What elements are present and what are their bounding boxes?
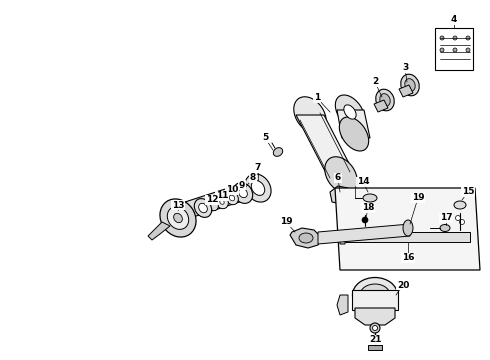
Ellipse shape <box>466 36 470 40</box>
Ellipse shape <box>233 183 253 203</box>
Polygon shape <box>355 308 395 325</box>
Ellipse shape <box>208 199 219 211</box>
Ellipse shape <box>440 36 444 40</box>
Ellipse shape <box>173 213 182 223</box>
Text: 1: 1 <box>314 94 320 103</box>
Ellipse shape <box>460 220 465 225</box>
Ellipse shape <box>294 97 326 133</box>
Ellipse shape <box>216 195 228 209</box>
Ellipse shape <box>401 74 419 96</box>
Polygon shape <box>399 85 413 97</box>
Polygon shape <box>318 224 410 244</box>
Text: 19: 19 <box>412 194 424 202</box>
Ellipse shape <box>273 148 283 156</box>
Text: 7: 7 <box>255 163 261 172</box>
Ellipse shape <box>456 216 461 220</box>
Text: 13: 13 <box>172 201 184 210</box>
Ellipse shape <box>360 284 390 306</box>
Text: 18: 18 <box>362 203 374 212</box>
Ellipse shape <box>376 89 394 111</box>
Ellipse shape <box>454 201 466 209</box>
Text: 21: 21 <box>369 336 381 345</box>
Ellipse shape <box>466 48 470 52</box>
Ellipse shape <box>229 195 235 201</box>
Polygon shape <box>345 232 470 242</box>
Text: 15: 15 <box>462 188 474 197</box>
Text: 11: 11 <box>216 192 228 201</box>
Text: 12: 12 <box>206 195 218 204</box>
Ellipse shape <box>251 181 265 195</box>
Polygon shape <box>296 115 355 175</box>
Bar <box>435 28 473 70</box>
Ellipse shape <box>363 194 377 202</box>
Polygon shape <box>330 186 350 204</box>
Polygon shape <box>340 230 345 244</box>
Ellipse shape <box>198 203 207 213</box>
Ellipse shape <box>440 225 450 231</box>
Polygon shape <box>337 110 370 138</box>
Ellipse shape <box>299 233 313 243</box>
Polygon shape <box>368 345 382 350</box>
Text: 16: 16 <box>402 253 414 262</box>
Ellipse shape <box>344 105 356 119</box>
Ellipse shape <box>405 78 415 91</box>
Ellipse shape <box>372 325 377 330</box>
Ellipse shape <box>403 220 413 236</box>
Polygon shape <box>185 180 258 218</box>
Text: 5: 5 <box>262 134 268 143</box>
Ellipse shape <box>362 217 368 223</box>
Polygon shape <box>352 290 398 310</box>
Polygon shape <box>148 222 170 240</box>
Ellipse shape <box>453 36 457 40</box>
Text: 8: 8 <box>250 174 256 183</box>
Ellipse shape <box>335 95 365 129</box>
Text: 19: 19 <box>280 217 293 226</box>
Polygon shape <box>335 188 480 270</box>
Ellipse shape <box>220 200 224 204</box>
Text: 3: 3 <box>402 63 408 72</box>
Text: 9: 9 <box>239 180 245 189</box>
Ellipse shape <box>160 199 196 237</box>
Text: 10: 10 <box>226 185 238 194</box>
Text: 6: 6 <box>335 174 341 183</box>
Ellipse shape <box>226 191 238 205</box>
Ellipse shape <box>440 48 444 52</box>
Ellipse shape <box>453 48 457 52</box>
Ellipse shape <box>380 94 390 106</box>
Polygon shape <box>374 100 388 112</box>
Text: 14: 14 <box>357 177 369 186</box>
Ellipse shape <box>239 188 247 198</box>
Polygon shape <box>290 228 322 248</box>
Ellipse shape <box>352 278 397 312</box>
Ellipse shape <box>325 157 357 193</box>
Ellipse shape <box>339 117 368 151</box>
Ellipse shape <box>245 174 271 202</box>
Text: 2: 2 <box>372 77 378 86</box>
Text: 17: 17 <box>440 213 452 222</box>
Polygon shape <box>337 295 348 315</box>
Ellipse shape <box>167 207 189 229</box>
Ellipse shape <box>370 323 380 333</box>
Text: 20: 20 <box>397 280 409 289</box>
Ellipse shape <box>195 199 212 217</box>
Text: 4: 4 <box>451 15 457 24</box>
